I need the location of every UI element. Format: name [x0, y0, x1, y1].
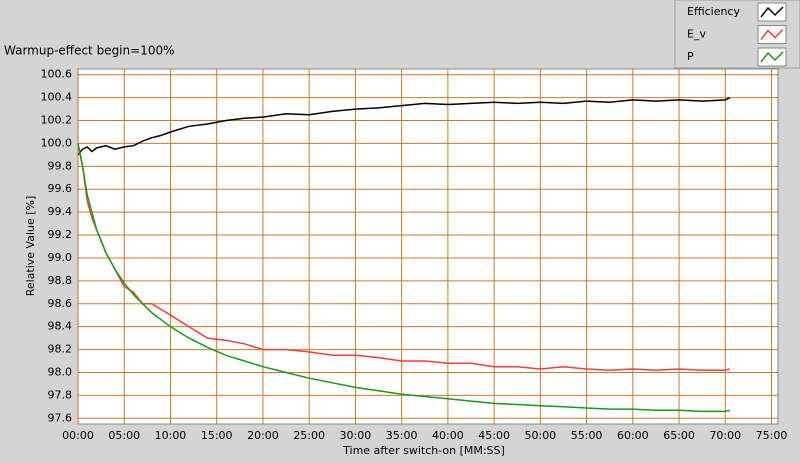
y-tick-label: 97.8 [48, 388, 73, 401]
y-tick-label: 99.6 [48, 182, 73, 195]
y-tick-label: 98.6 [48, 297, 73, 310]
y-axis-label: Relative Value [%] [24, 196, 37, 297]
y-tick-label: 100.4 [41, 91, 73, 104]
y-tick-label: 99.8 [48, 159, 73, 172]
y-tick-label: 100.0 [41, 136, 73, 149]
x-tick-label: 70:00 [709, 429, 741, 442]
x-tick-label: 50:00 [524, 429, 556, 442]
y-tick-label: 99.2 [48, 228, 73, 241]
x-tick-label: 35:00 [386, 429, 418, 442]
x-tick-label: 75:00 [756, 429, 788, 442]
legend-label: P [687, 50, 694, 63]
x-tick-label: 10:00 [155, 429, 187, 442]
y-tick-label: 98.4 [48, 320, 73, 333]
series-line [77, 143, 731, 413]
x-tick-label: 15:00 [201, 429, 233, 442]
y-tick-label: 100.2 [41, 114, 73, 127]
x-tick-label: 25:00 [293, 429, 325, 442]
x-tick-label: 05:00 [108, 429, 140, 442]
x-axis-label: Time after switch-on [MM:SS] [342, 444, 505, 457]
legend-icon [760, 51, 784, 63]
chart-title: Warmup-effect begin=100% [4, 44, 174, 58]
x-tick-label: 40:00 [432, 429, 464, 442]
legend-icon [760, 6, 784, 18]
x-tick-label: 20:00 [247, 429, 279, 442]
x-tick-label: 65:00 [663, 429, 695, 442]
y-tick-label: 99.4 [48, 205, 73, 218]
y-tick-label: 98.2 [48, 343, 73, 356]
series-line [77, 96, 731, 156]
y-tick-label: 99.0 [48, 251, 73, 264]
y-tick-label: 97.6 [48, 411, 73, 424]
x-tick-label: 45:00 [478, 429, 510, 442]
x-tick-label: 60:00 [617, 429, 649, 442]
plot-area [77, 68, 779, 425]
x-tick-label: 00:00 [62, 429, 94, 442]
y-tick-label: 98.8 [48, 274, 73, 287]
legend-icon [760, 28, 784, 40]
x-tick-label: 30:00 [340, 429, 372, 442]
legend-label: E_v [687, 28, 706, 41]
x-tick-label: 55:00 [571, 429, 603, 442]
y-tick-label: 98.0 [48, 365, 73, 378]
legend-label: Efficiency [687, 5, 740, 18]
y-tick-label: 100.6 [41, 68, 73, 81]
